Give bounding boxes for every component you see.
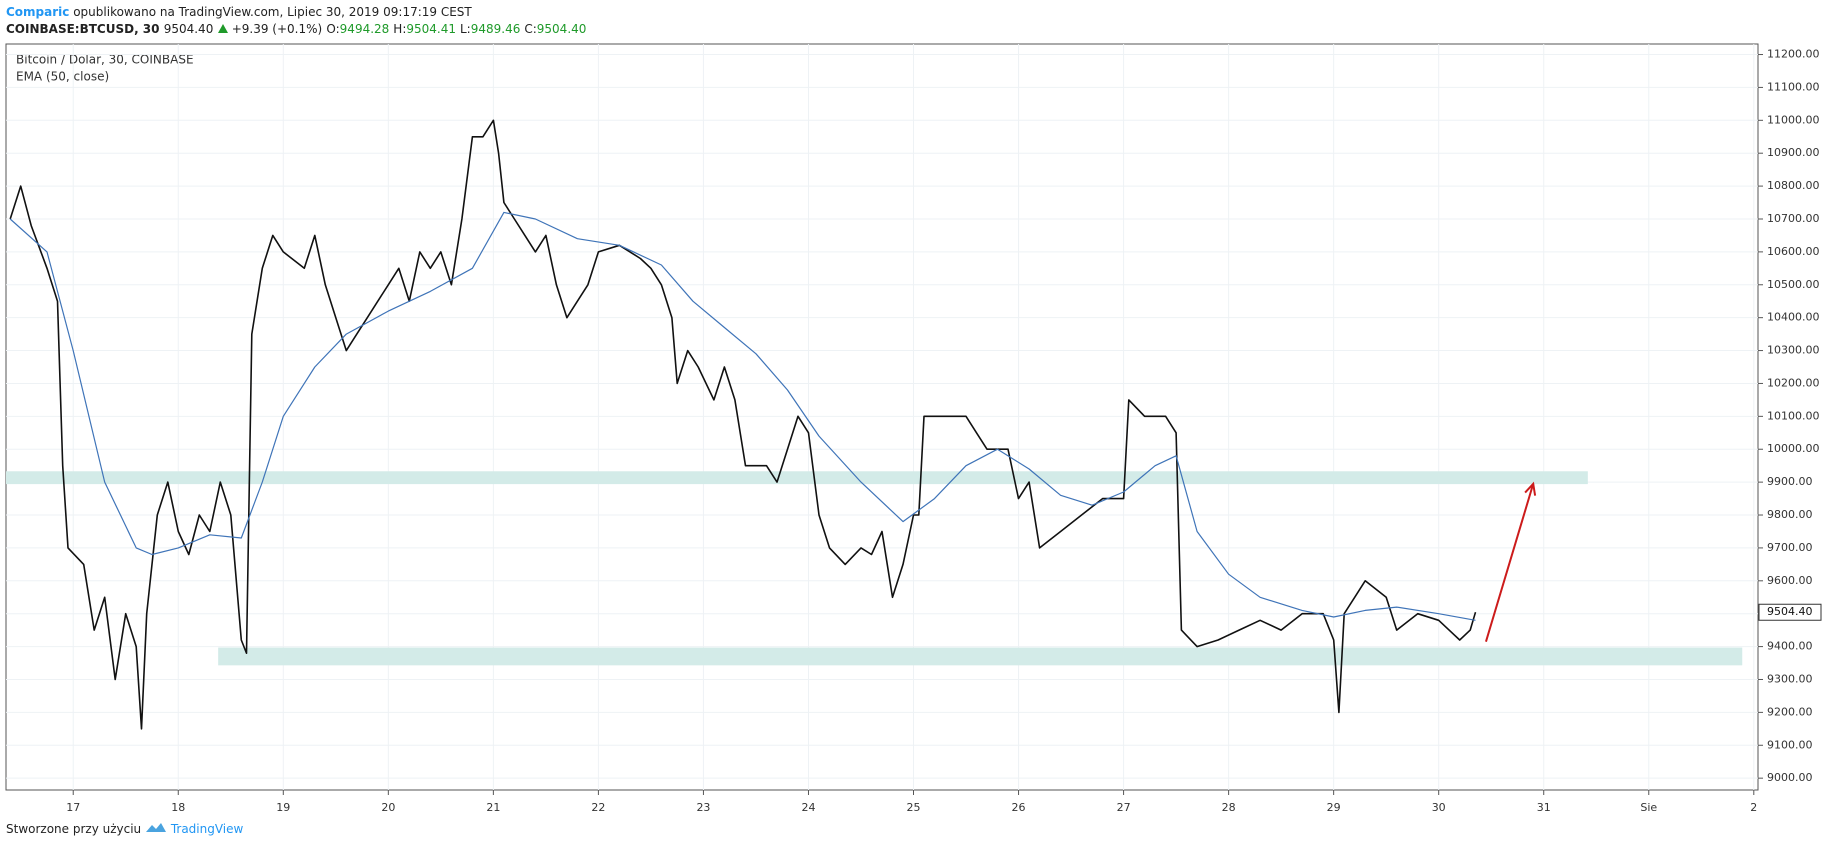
y-tick-label: 11200.00 bbox=[1767, 48, 1820, 61]
up-icon bbox=[217, 24, 228, 33]
y-tick-label: 10400.00 bbox=[1767, 311, 1820, 324]
x-tick-label: 2 bbox=[1750, 801, 1757, 814]
y-tick-label: 9200.00 bbox=[1767, 705, 1813, 718]
ohlc: O:9494.28 H:9504.41 L:9489.46 C:9504.40 bbox=[326, 22, 590, 36]
arrow-head bbox=[1524, 481, 1537, 496]
y-tick-label: 11000.00 bbox=[1767, 113, 1820, 126]
ohlc-label: L: bbox=[460, 22, 471, 36]
header-line: Comparic opublikowano na TradingView.com… bbox=[6, 5, 472, 19]
published: opublikowano na TradingView.com, Lipiec … bbox=[73, 5, 472, 19]
footer-brand[interactable]: TradingView bbox=[170, 822, 244, 836]
x-tick-label: 23 bbox=[696, 801, 710, 814]
y-tick-label: 9700.00 bbox=[1767, 541, 1813, 554]
x-tick-label: 24 bbox=[801, 801, 815, 814]
x-tick-label: 25 bbox=[907, 801, 921, 814]
ohlc-value: 9504.40 bbox=[536, 22, 587, 36]
x-tick-label: 21 bbox=[486, 801, 500, 814]
symbol-line: COINBASE:BTCUSD, 30 9504.40 +9.39 (+0.1%… bbox=[6, 22, 590, 36]
x-tick-label: Sie bbox=[1640, 801, 1657, 814]
arrow bbox=[1484, 483, 1535, 642]
last-price-label: 9504.40 bbox=[1767, 605, 1813, 618]
y-tick-label: 11100.00 bbox=[1767, 80, 1820, 93]
x-tick-label: 22 bbox=[591, 801, 605, 814]
x-tick-label: 27 bbox=[1117, 801, 1131, 814]
x-tick-label: 29 bbox=[1327, 801, 1341, 814]
tv-logo bbox=[146, 823, 166, 832]
y-tick-label: 9000.00 bbox=[1767, 771, 1813, 784]
x-tick-label: 19 bbox=[276, 801, 290, 814]
y-tick-label: 10600.00 bbox=[1767, 245, 1820, 258]
footer-text: Stworzone przy użyciu bbox=[6, 822, 142, 836]
y-tick-label: 9300.00 bbox=[1767, 672, 1813, 685]
y-tick-label: 10700.00 bbox=[1767, 212, 1820, 225]
x-tick-label: 20 bbox=[381, 801, 395, 814]
chart: Bitcoin / Dolar, 30, COINBASE EMA (50, c… bbox=[5, 43, 1822, 814]
y-tick-label: 9900.00 bbox=[1767, 475, 1813, 488]
ohlc-label: C: bbox=[524, 22, 537, 36]
y-tick-label: 10500.00 bbox=[1767, 278, 1820, 291]
y-tick-label: 10300.00 bbox=[1767, 344, 1820, 357]
symbol: COINBASE:BTCUSD, 30 bbox=[6, 22, 160, 36]
price: 9504.40 bbox=[163, 22, 214, 36]
y-tick-label: 10900.00 bbox=[1767, 146, 1820, 159]
change: +9.39 (+0.1%) bbox=[231, 22, 323, 36]
ohlc-value: 9504.41 bbox=[406, 22, 456, 36]
y-tick-label: 9100.00 bbox=[1767, 738, 1813, 751]
zone bbox=[218, 647, 1743, 666]
x-tick-label: 28 bbox=[1222, 801, 1236, 814]
y-tick-label: 10200.00 bbox=[1767, 376, 1820, 389]
y-tick-label: 10800.00 bbox=[1767, 179, 1820, 192]
ohlc-label: H: bbox=[393, 22, 407, 36]
x-tick-label: 30 bbox=[1432, 801, 1446, 814]
plot-frame bbox=[5, 43, 1759, 791]
y-tick-label: 9800.00 bbox=[1767, 508, 1813, 521]
y-tick-label: 9400.00 bbox=[1767, 640, 1813, 653]
y-tick-label: 9600.00 bbox=[1767, 574, 1813, 587]
x-tick-label: 17 bbox=[66, 801, 80, 814]
price-line bbox=[9, 211, 1476, 621]
footer: Stworzone przy użyciu TradingView bbox=[6, 822, 243, 836]
legend-ema: EMA (50, close) bbox=[16, 70, 109, 84]
y-tick-label: 10100.00 bbox=[1767, 409, 1820, 422]
x-tick-label: 26 bbox=[1012, 801, 1026, 814]
legend-main: Bitcoin / Dolar, 30, COINBASE bbox=[16, 53, 194, 67]
ohlc-label: O: bbox=[326, 22, 340, 36]
ohlc-value: 9489.46 bbox=[470, 22, 521, 36]
ohlc-value: 9494.28 bbox=[339, 22, 390, 36]
author[interactable]: Comparic bbox=[6, 5, 70, 19]
x-tick-label: 31 bbox=[1537, 801, 1551, 814]
x-tick-label: 18 bbox=[171, 801, 185, 814]
price-line bbox=[9, 119, 1477, 730]
last-price-box bbox=[1758, 603, 1822, 621]
y-tick-label: 10000.00 bbox=[1767, 442, 1820, 455]
zone bbox=[6, 471, 1588, 485]
